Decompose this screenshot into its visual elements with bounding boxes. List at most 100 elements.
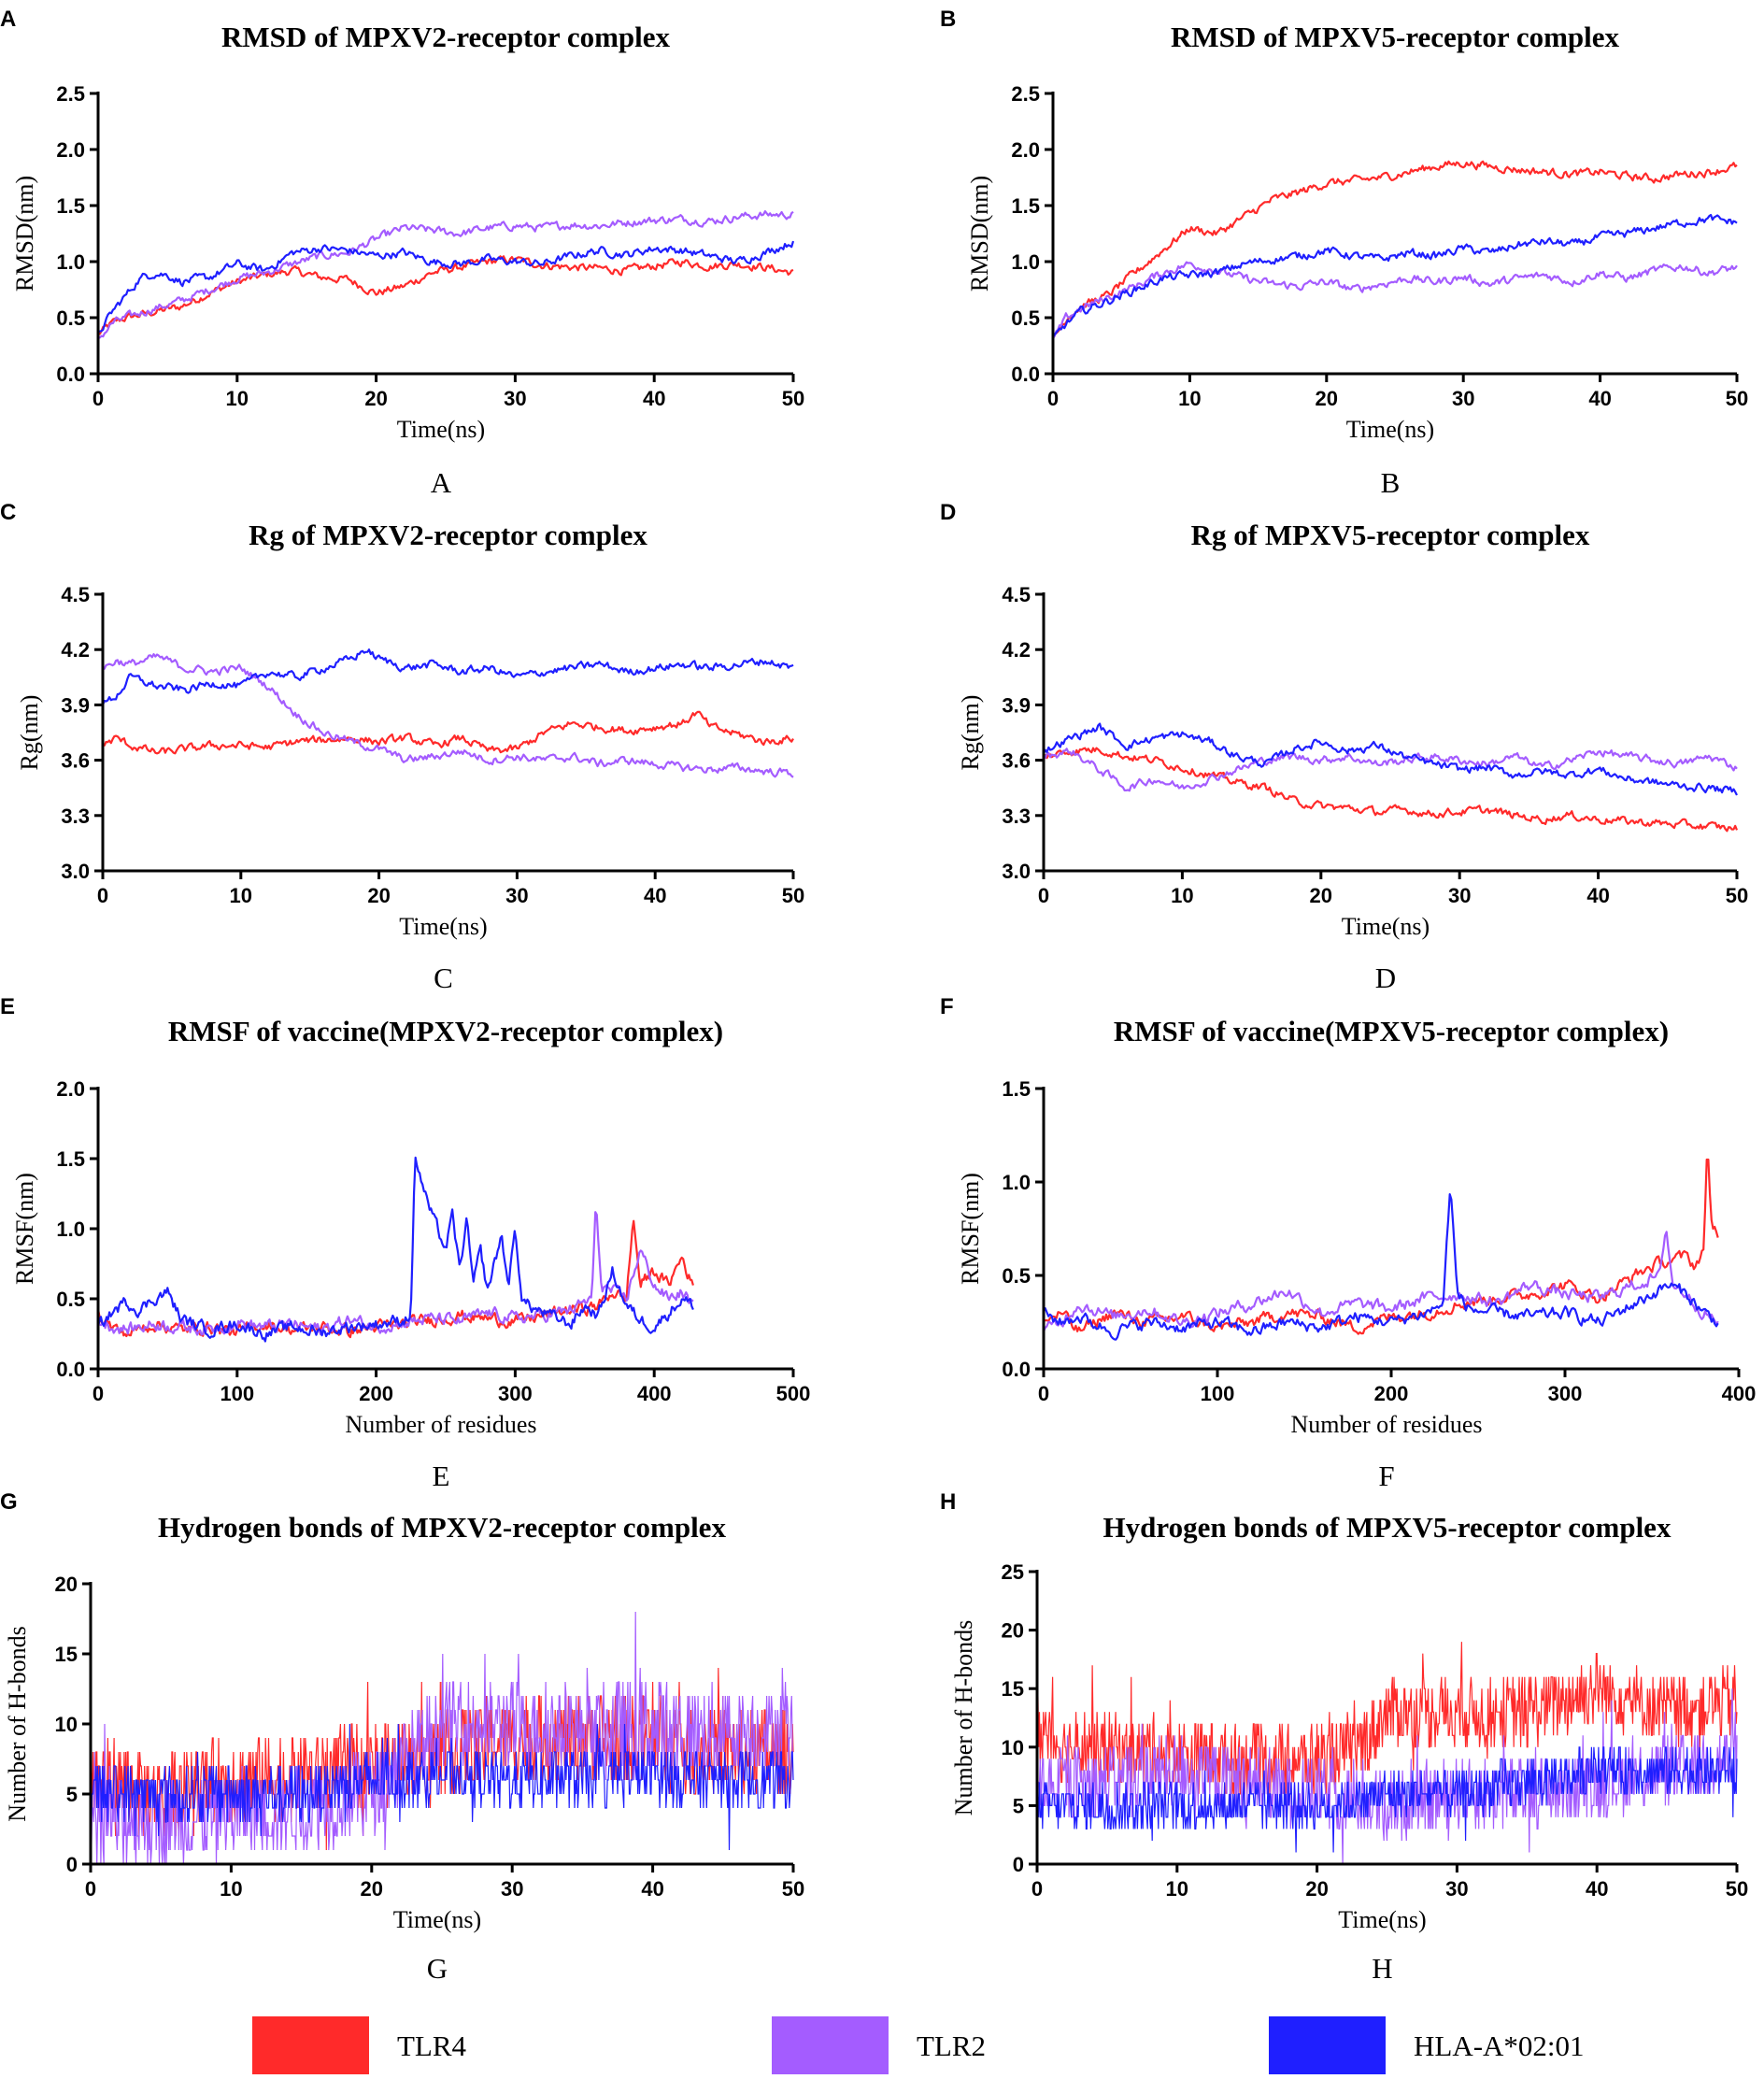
panel-letter: F (940, 994, 954, 1019)
series-line-tlr2 (1037, 1688, 1738, 1864)
panel-letter: A (0, 7, 16, 32)
chart-panel-b: B RMSD of MPXV5-receptor complex 0.0 0.5 1.0… (940, 7, 1748, 499)
y-tick-label: 0.0 (1011, 363, 1040, 386)
x-tick-label: 40 (643, 387, 665, 410)
chart-title: Rg of MPXV5-receptor complex (1191, 519, 1590, 551)
x-axis-label: Time(ns) (1346, 416, 1434, 443)
y-axis-label: RMSF(nm) (957, 1173, 984, 1285)
series-line-hla-a-02-01 (1037, 1746, 1738, 1853)
y-tick-label: 4.5 (1002, 583, 1031, 606)
x-tick-label: 0 (1047, 387, 1059, 410)
x-axis-label: Time(ns) (1338, 1906, 1426, 1933)
x-tick-label: 10 (226, 387, 249, 410)
y-tick-label: 3.3 (1002, 805, 1031, 828)
x-tick-label: 10 (1178, 387, 1201, 410)
x-tick-label: 40 (1586, 884, 1609, 907)
x-tick-label: 50 (1726, 387, 1748, 410)
panel-caption: E (433, 1460, 450, 1492)
chart-title: Hydrogen bonds of MPXV2-receptor complex (158, 1511, 726, 1544)
series-group (103, 648, 794, 778)
x-tick-label: 200 (359, 1382, 393, 1405)
y-tick-label: 2.5 (1011, 82, 1040, 106)
chart-title: RMSD of MPXV5-receptor complex (1171, 21, 1620, 53)
series-line-hla-a-02-01 (91, 1723, 794, 1851)
x-tick-label: 200 (1374, 1382, 1409, 1405)
x-tick-label: 30 (504, 387, 526, 410)
x-tick-label: 500 (776, 1382, 811, 1405)
chart-panel-c: C Rg of MPXV2-receptor complex 3.0 3.3 3.6 3.… (0, 500, 804, 994)
y-tick-label: 0.0 (56, 1358, 85, 1381)
chart-panel-g: G Hydrogen bonds of MPXV2-receptor comple… (0, 1489, 804, 1985)
y-tick-label: 20 (55, 1573, 78, 1596)
x-axis-label: Time(ns) (1342, 913, 1430, 940)
series-group (98, 1156, 694, 1343)
x-tick-label: 40 (641, 1877, 663, 1901)
chart-panel-a: A RMSD of MPXV2-receptor complex 0.0 0.5 1.0… (0, 7, 804, 499)
panel-caption: G (427, 1952, 448, 1985)
x-tick-label: 50 (1726, 1877, 1748, 1901)
series-line-tlr2 (1044, 748, 1738, 792)
x-tick-label: 40 (644, 884, 666, 907)
y-tick-label: 0 (66, 1853, 78, 1876)
x-tick-label: 50 (782, 387, 804, 410)
panel-caption: H (1372, 1952, 1392, 1985)
panel-caption: C (434, 961, 453, 994)
legend-swatch-tlr2 (772, 2016, 889, 2074)
panel-letter: B (940, 7, 956, 32)
y-tick-label: 1.5 (1011, 194, 1040, 218)
y-tick-label: 2.0 (56, 1077, 85, 1101)
series-line-tlr4 (1037, 1642, 1738, 1806)
y-tick-label: 5 (66, 1783, 78, 1806)
y-tick-label: 3.9 (1002, 693, 1031, 717)
y-tick-label: 4.2 (1002, 638, 1031, 662)
x-tick-label: 300 (1548, 1382, 1583, 1405)
x-tick-label: 0 (97, 884, 108, 907)
x-tick-label: 30 (1448, 884, 1471, 907)
x-tick-label: 20 (367, 884, 390, 907)
x-tick-label: 20 (1305, 1877, 1328, 1901)
panel-caption: D (1375, 961, 1396, 994)
x-tick-label: 0 (1038, 884, 1049, 907)
y-axis-label: Number of H-bonds (950, 1620, 977, 1816)
x-axis-label: Number of residues (345, 1411, 536, 1438)
legend-label-tlr2: TLR2 (917, 2029, 986, 2062)
y-tick-label: 0.5 (56, 1288, 85, 1311)
y-tick-label: 1.0 (1002, 1171, 1031, 1194)
chart-title: RMSD of MPXV2-receptor complex (221, 21, 671, 53)
x-tick-label: 0 (92, 387, 104, 410)
legend: TLR4 TLR2 HLA-A*02:01 (252, 2016, 1585, 2074)
x-tick-label: 30 (505, 884, 528, 907)
y-axis-label: Rg(nm) (957, 695, 984, 771)
y-tick-label: 15 (1002, 1677, 1024, 1701)
x-tick-label: 20 (364, 387, 387, 410)
y-tick-label: 2.0 (1011, 138, 1040, 162)
series-line-tlr4 (103, 710, 794, 755)
y-axis-label: RMSD(nm) (966, 176, 993, 292)
series-line-tlr4 (1044, 747, 1739, 833)
y-tick-label: 15 (55, 1643, 78, 1666)
series-line-tlr2 (98, 1211, 694, 1336)
x-tick-label: 0 (92, 1382, 104, 1405)
series-group (1044, 1158, 1719, 1341)
y-axis-label: RMSD(nm) (11, 176, 38, 292)
x-tick-label: 100 (220, 1382, 254, 1405)
chart-title: RMSF of vaccine(MPXV5-receptor complex) (1114, 1015, 1669, 1047)
y-tick-label: 1.5 (1002, 1077, 1031, 1101)
y-tick-label: 1.0 (1011, 250, 1040, 274)
panel-caption: F (1378, 1460, 1394, 1492)
y-tick-label: 5 (1013, 1794, 1024, 1817)
y-tick-label: 0.5 (1002, 1264, 1031, 1288)
y-tick-label: 3.0 (1002, 860, 1031, 883)
series-line-tlr4 (1053, 160, 1738, 338)
y-tick-label: 0 (1013, 1853, 1024, 1876)
x-tick-label: 20 (1316, 387, 1338, 410)
legend-label-tlr4: TLR4 (397, 2029, 467, 2062)
x-tick-label: 10 (1171, 884, 1193, 907)
y-tick-label: 25 (1002, 1560, 1024, 1584)
series-group (1053, 160, 1738, 339)
y-tick-label: 4.2 (61, 638, 90, 662)
x-axis-label: Number of residues (1290, 1411, 1482, 1438)
series-group (1037, 1642, 1738, 1864)
y-tick-label: 1.0 (56, 250, 85, 274)
